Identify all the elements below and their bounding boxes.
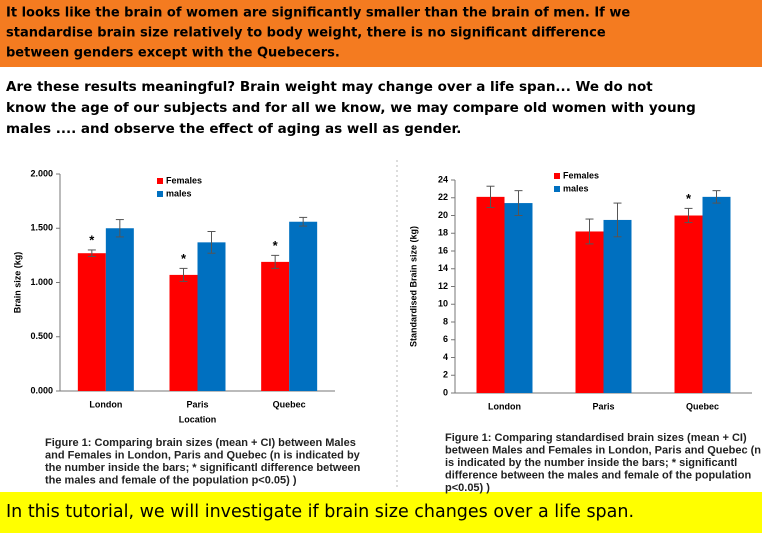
paragraph-line: know the age of our subjects and for all…: [6, 100, 696, 116]
y-tick-label: 2.000: [30, 168, 53, 178]
y-tick-label: 4: [443, 352, 448, 362]
footer-band: [0, 492, 762, 533]
error-bar: [207, 231, 216, 254]
bar: [105, 228, 134, 391]
y-axis-title: Standardised Brain size (kg): [408, 226, 418, 347]
legend-swatch: [554, 186, 560, 192]
x-tick-label: Quebec: [686, 401, 719, 411]
legend-label: males: [563, 183, 589, 193]
caption-line: Figure 1: Comparing standardised brain s…: [445, 432, 747, 444]
significance-mark: *: [89, 232, 95, 247]
bar: [674, 215, 703, 393]
y-tick-label: 0.000: [30, 385, 53, 395]
y-tick-label: 2: [443, 370, 448, 380]
legend-label: males: [166, 188, 192, 198]
x-tick-label: Quebec: [273, 399, 306, 409]
x-tick-label: Paris: [592, 401, 614, 411]
y-tick-label: 0: [443, 387, 448, 397]
y-tick-label: 0.500: [30, 331, 53, 341]
caption-line: between Males and Females in London, Par…: [445, 444, 761, 456]
bar: [476, 196, 505, 393]
header-line: between genders except with the Quebecer…: [6, 46, 340, 61]
y-tick-label: 18: [438, 228, 448, 238]
error-bar: [271, 254, 280, 269]
header-line: It looks like the brain of women are sig…: [6, 6, 630, 21]
x-tick-label: Paris: [186, 399, 208, 409]
error-bar: [684, 207, 693, 224]
error-bar: [514, 190, 523, 216]
caption-line: is indicated by the number inside the ba…: [445, 457, 737, 469]
bar: [603, 219, 632, 393]
bar: [261, 261, 290, 391]
bar: [289, 221, 318, 391]
bar: [575, 231, 604, 393]
y-tick-label: 22: [438, 192, 448, 202]
legend-swatch: [554, 173, 560, 179]
caption-line: p<0.05) ): [445, 482, 490, 494]
paragraph-line: males .... and observe the effect of agi…: [6, 121, 461, 137]
caption-line: the males and female of the population p…: [45, 474, 297, 486]
significance-mark: *: [273, 238, 279, 253]
y-tick-label: 12: [438, 281, 448, 291]
y-tick-label: 8: [443, 316, 448, 326]
y-axis-title: Brain size (kg): [12, 252, 22, 314]
y-tick-label: 10: [438, 299, 448, 309]
y-tick-label: 1.500: [30, 223, 53, 233]
caption-line: the number inside the bars; * significan…: [45, 462, 361, 474]
caption-line: and Females in London, Paris and Quebec …: [45, 449, 361, 461]
bar: [197, 242, 226, 391]
error-bar: [299, 216, 308, 227]
y-tick-label: 1.000: [30, 277, 53, 287]
header-band: [0, 0, 762, 67]
bar: [702, 196, 731, 393]
x-axis-title: Location: [179, 414, 217, 424]
paragraph-line: Are these results meaningful? Brain weig…: [6, 79, 653, 95]
bar: [169, 274, 198, 391]
error-bar: [613, 202, 622, 238]
y-tick-label: 14: [438, 263, 448, 273]
error-bar: [712, 190, 721, 204]
y-tick-label: 6: [443, 334, 448, 344]
header-line: standardise brain size relatively to bod…: [6, 26, 606, 41]
y-tick-label: 20: [438, 210, 448, 220]
error-bar: [87, 249, 96, 257]
significance-mark: *: [686, 191, 692, 206]
x-tick-label: London: [89, 399, 122, 409]
legend-swatch: [157, 178, 163, 184]
bar: [77, 253, 106, 391]
error-bar: [115, 219, 124, 238]
error-bar: [585, 218, 594, 245]
y-tick-label: 16: [438, 245, 448, 255]
error-bar: [179, 267, 188, 282]
legend-label: Females: [166, 175, 202, 185]
caption-line: Figure 1: Comparing brain sizes (mean + …: [45, 437, 356, 449]
y-tick-label: 24: [438, 174, 448, 184]
legend-swatch: [157, 191, 163, 197]
bar: [504, 203, 533, 393]
footer-text: In this tutorial, we will investigate if…: [6, 502, 634, 522]
legend-label: Females: [563, 170, 599, 180]
significance-mark: *: [181, 251, 187, 266]
caption-line: difference between the males and female …: [445, 469, 752, 481]
x-tick-label: London: [488, 401, 521, 411]
error-bar: [486, 185, 495, 209]
